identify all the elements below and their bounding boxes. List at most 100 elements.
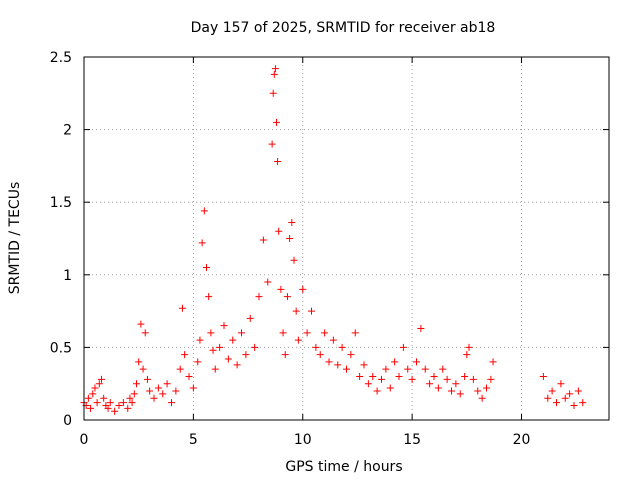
data-point (251, 343, 259, 351)
data-point (95, 380, 103, 388)
data-point (135, 358, 143, 366)
data-point (91, 384, 99, 392)
data-point (487, 375, 495, 383)
data-point (233, 361, 241, 369)
data-point (312, 343, 320, 351)
data-point (360, 361, 368, 369)
data-point (200, 207, 208, 215)
data-point (463, 351, 471, 359)
data-point (268, 140, 276, 148)
data-point (452, 380, 460, 388)
data-point (343, 365, 350, 373)
data-point (181, 351, 189, 359)
x-tick-label: 0 (80, 432, 89, 448)
data-point (126, 394, 134, 402)
data-point (399, 343, 407, 351)
data-point (290, 256, 298, 264)
data-point (205, 293, 213, 301)
data-point (176, 365, 184, 373)
data-point (434, 384, 442, 392)
data-point (172, 387, 180, 395)
data-point (87, 404, 95, 412)
data-point (259, 236, 267, 244)
data-point (98, 375, 105, 383)
data-point (106, 399, 114, 407)
data-point (168, 399, 175, 407)
x-tick-label: 5 (189, 432, 198, 448)
data-point (369, 372, 377, 380)
axis-ticks: 0 0.5 1 1.5 2 2.5 0 5 10 15 20 (50, 50, 609, 448)
data-point (483, 384, 490, 392)
data-point (242, 351, 250, 359)
data-point (478, 394, 486, 402)
data-point (150, 394, 158, 402)
data-point (133, 380, 140, 388)
data-point (461, 372, 469, 380)
data-point (274, 158, 282, 166)
data-point (178, 304, 186, 312)
data-point (294, 336, 302, 344)
data-point (489, 358, 497, 366)
data-point (544, 394, 552, 402)
data-point (185, 372, 193, 380)
data-point (271, 65, 279, 73)
data-point (329, 336, 337, 344)
data-point (539, 372, 547, 380)
data-point (378, 375, 385, 383)
data-point (308, 307, 315, 315)
data-point (128, 399, 136, 407)
data-point (279, 329, 287, 337)
data-point (347, 351, 355, 359)
data-point (211, 365, 219, 373)
data-point (203, 264, 210, 272)
data-point (561, 394, 569, 402)
data-point (373, 387, 381, 395)
data-point (146, 387, 154, 395)
x-axis-label: GPS time / hours (285, 459, 402, 475)
data-point (404, 365, 412, 373)
data-point (84, 394, 92, 402)
y-tick-label: 1 (63, 268, 72, 284)
data-point (364, 380, 372, 388)
data-points (80, 65, 587, 415)
y-tick-label: 1.5 (50, 195, 72, 211)
data-point (216, 343, 224, 351)
data-point (316, 351, 324, 359)
plot-frame (83, 56, 610, 421)
x-tick-label: 10 (294, 432, 312, 448)
chart-title: Day 157 of 2025, SRMTID for receiver ab1… (191, 20, 496, 36)
y-tick-label: 0.5 (50, 340, 72, 356)
data-point (154, 384, 162, 392)
data-point (426, 380, 434, 388)
data-point (141, 329, 149, 337)
data-point (430, 372, 438, 380)
y-tick-label: 0 (63, 413, 72, 429)
y-tick-label: 2.5 (50, 50, 72, 66)
data-point (456, 390, 464, 398)
data-point (93, 399, 101, 407)
data-point (288, 219, 296, 227)
y-axis-label: SRMTID / TECUs (7, 182, 23, 295)
data-point (104, 404, 112, 412)
data-point (270, 70, 278, 78)
data-point (281, 351, 289, 359)
data-point (269, 89, 277, 97)
data-point (391, 358, 399, 366)
data-point (229, 336, 237, 344)
data-point (163, 380, 171, 388)
y-tick-label: 2 (63, 123, 72, 139)
x-tick-label: 15 (403, 432, 421, 448)
data-point (548, 387, 556, 395)
data-point (189, 384, 197, 392)
data-point (570, 401, 578, 409)
data-point (224, 355, 232, 363)
data-point (100, 394, 108, 402)
data-point (334, 361, 342, 369)
data-point (111, 407, 119, 415)
data-point (321, 329, 329, 337)
data-point (299, 285, 307, 293)
data-point (277, 285, 285, 293)
data-point (283, 293, 291, 301)
data-point (469, 375, 477, 383)
